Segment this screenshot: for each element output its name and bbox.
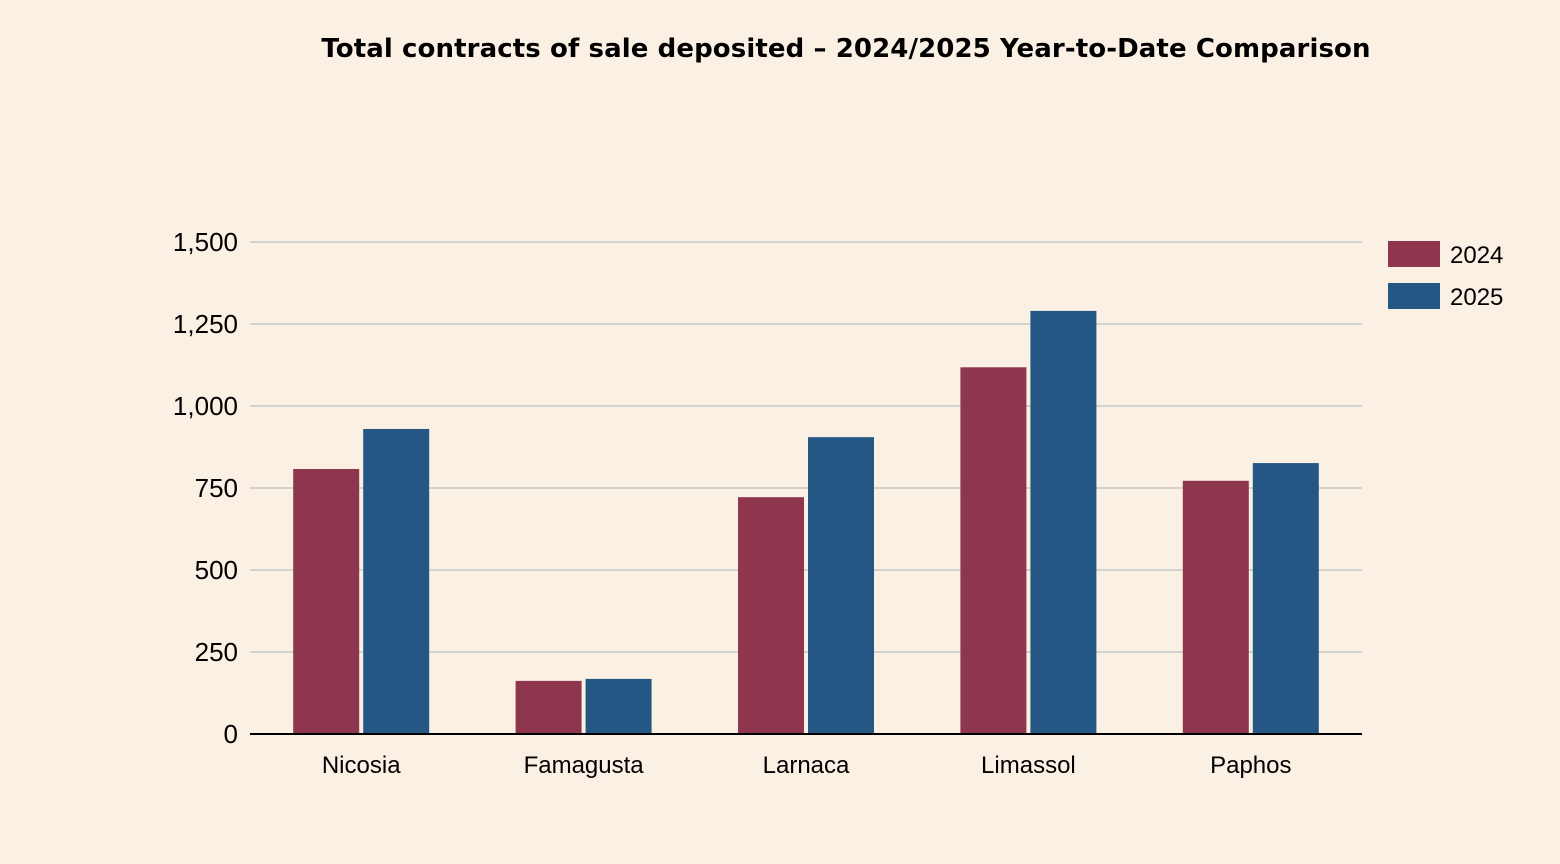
- bar-2025-famagusta: [585, 678, 652, 734]
- bar-2024-larnaca: [738, 497, 804, 734]
- gridlines: [250, 241, 1362, 653]
- y-tick-label: 250: [195, 637, 238, 667]
- bar-2025-limassol: [1030, 310, 1097, 734]
- y-tick-label: 0: [224, 719, 238, 749]
- y-tick-label: 750: [195, 473, 238, 503]
- bar-2024-nicosia: [293, 468, 360, 734]
- legend-swatch-2025: [1388, 283, 1440, 309]
- legend: 2024 2025: [1388, 241, 1503, 311]
- bar-2024-limassol: [960, 367, 1027, 734]
- x-tick-label: Paphos: [1210, 752, 1291, 779]
- legend-label-2025: 2025: [1450, 284, 1503, 311]
- legend-swatch-2024: [1388, 241, 1440, 267]
- bar-2025-larnaca: [808, 437, 874, 734]
- legend-label-2024: 2024: [1450, 242, 1503, 269]
- bar-2025-paphos: [1252, 463, 1319, 734]
- bars: [293, 310, 1319, 734]
- bar-2024-paphos: [1182, 480, 1249, 734]
- bar-2024-famagusta: [515, 680, 582, 734]
- x-tick-label: Famagusta: [524, 752, 645, 779]
- y-tick-label: 1,500: [173, 227, 238, 257]
- x-tick-label: Limassol: [981, 752, 1076, 779]
- y-tick-label: 1,000: [173, 391, 238, 421]
- axes: 0 250 500 750 1,000 1,250 1,500 Nicosia Famagust…: [173, 227, 1362, 779]
- y-tick-label: 500: [195, 555, 238, 585]
- chart-title: Total contracts of sale deposited – 2024…: [321, 34, 1371, 64]
- bar-2025-nicosia: [363, 428, 430, 734]
- y-tick-label: 1,250: [173, 309, 238, 339]
- x-tick-label: Nicosia: [322, 752, 401, 779]
- x-tick-label: Larnaca: [763, 752, 850, 779]
